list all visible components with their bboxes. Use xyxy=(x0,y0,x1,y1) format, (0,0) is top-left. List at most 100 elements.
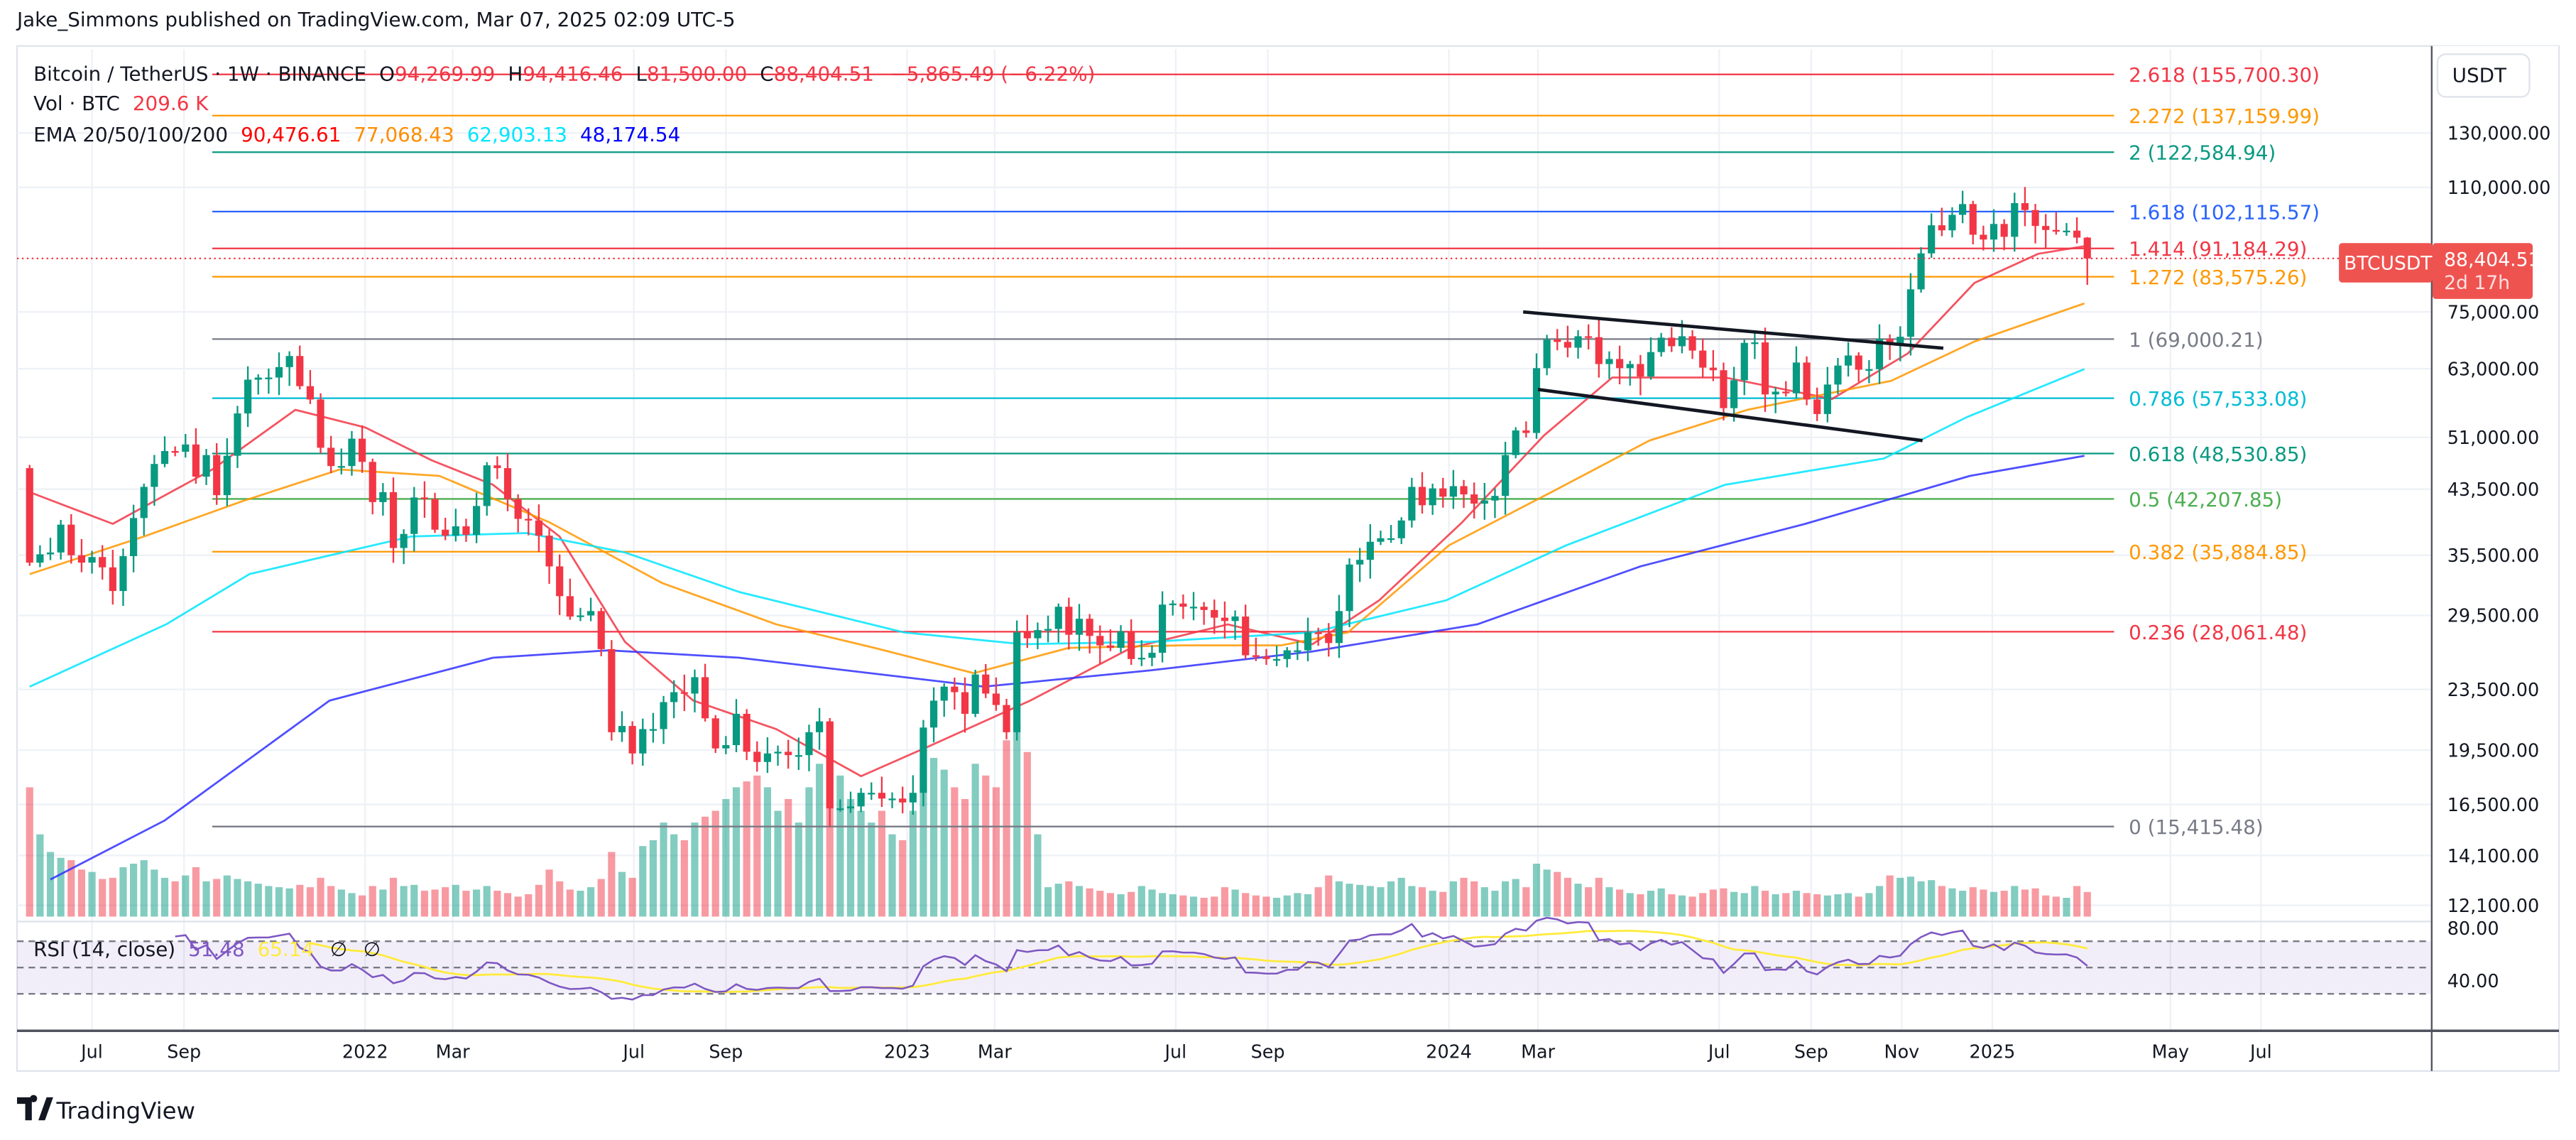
time-label: Mar xyxy=(978,1041,1013,1062)
candle-body xyxy=(1948,215,1956,231)
low-value: 81,500.00 xyxy=(647,62,747,85)
candle-body xyxy=(327,447,335,467)
volume-bar xyxy=(275,887,283,917)
volume-bar xyxy=(1959,891,1967,917)
volume-bar xyxy=(140,860,148,917)
time-label: 2024 xyxy=(1426,1041,1472,1062)
fib-level-label: 0 (15,415.48) xyxy=(2129,815,2263,839)
volume-bar xyxy=(296,884,304,917)
close-label: C xyxy=(760,62,773,85)
candle-body xyxy=(389,492,398,548)
candle-body xyxy=(691,677,699,694)
candle-body xyxy=(431,499,439,530)
candle-body xyxy=(982,674,990,694)
volume-bar xyxy=(1969,887,1977,917)
brand-name: TradingView xyxy=(55,1097,195,1124)
volume-bar xyxy=(1106,893,1115,917)
volume-bar xyxy=(1688,896,1696,917)
rsi-ma-line xyxy=(310,929,2088,994)
volume-bar xyxy=(1439,891,1447,917)
volume-bar xyxy=(556,881,564,917)
price-tick-label: 130,000.00 xyxy=(2447,123,2551,144)
volume-bar xyxy=(577,891,584,917)
candle-body xyxy=(109,567,116,592)
price-axis-bg xyxy=(2431,45,2558,1032)
trendlines[interactable] xyxy=(1522,310,1944,443)
candle-body xyxy=(317,399,324,448)
candle-body xyxy=(119,555,127,592)
volume-bar xyxy=(379,889,387,917)
time-label: Jul xyxy=(1707,1041,1730,1062)
volume-bar xyxy=(88,872,96,917)
volume-bar xyxy=(702,816,709,917)
candle-body xyxy=(171,451,179,453)
volume-bar xyxy=(649,840,657,917)
volume-bar xyxy=(670,834,678,917)
volume-bar xyxy=(337,889,345,917)
candle-body xyxy=(1294,650,1301,652)
candle-body xyxy=(618,726,626,732)
low-label: L xyxy=(636,62,648,85)
volume-bar xyxy=(2063,897,2070,917)
candle-body xyxy=(254,377,262,380)
legend-symbol[interactable]: Bitcoin / TetherUS · 1W · BINANCE xyxy=(33,62,366,85)
volume-bar xyxy=(857,810,865,917)
volume-bar xyxy=(462,891,470,917)
volume-bar xyxy=(2011,886,2019,917)
volume-bar xyxy=(1044,887,1052,917)
volume-bar xyxy=(1772,894,1779,917)
time-axis[interactable]: Jul Sep 2022 Mar Jul Sep 2023 Mar Jul Sep 2024 Mar J… xyxy=(16,1029,2560,1062)
candle-body xyxy=(587,611,595,616)
volume-bar xyxy=(1159,893,1167,917)
candle-body xyxy=(223,455,231,496)
time-label: 2023 xyxy=(884,1041,930,1062)
candle-body xyxy=(930,700,938,728)
high-value: 94,416.46 xyxy=(523,62,623,85)
candle-body xyxy=(1543,340,1551,369)
candle-body xyxy=(1397,520,1405,538)
candle-body xyxy=(296,356,304,386)
volume-bar xyxy=(182,875,190,917)
volume-bar xyxy=(1003,740,1010,917)
volume-bar xyxy=(785,798,792,917)
rsi-value: 51.48 xyxy=(188,938,244,961)
currency-button[interactable] xyxy=(2436,53,2531,98)
candle-series[interactable] xyxy=(26,187,2091,827)
fib-level-label: 0.618 (48,530.85) xyxy=(2129,443,2307,466)
tradingview-logo-icon xyxy=(16,1095,53,1121)
candle-body xyxy=(1792,362,1801,393)
volume-bar xyxy=(868,823,875,917)
volume-bar xyxy=(1845,893,1852,917)
time-label: Jul xyxy=(80,1041,103,1062)
volume-bar xyxy=(67,860,75,917)
volume-bar xyxy=(1304,894,1312,917)
candle-body xyxy=(1751,342,1759,344)
candle-body xyxy=(514,499,522,519)
volume-bar xyxy=(763,787,771,917)
rsi-pane[interactable] xyxy=(16,916,2431,1001)
legend-rsi[interactable]: RSI (14, close) 51.48 65.14 ∅ ∅ xyxy=(33,938,381,961)
tradingview-logo[interactable]: TradingView xyxy=(16,1095,195,1124)
volume-bar xyxy=(26,787,33,917)
legend-volume[interactable]: Vol · BTC 209.6 K xyxy=(33,92,209,115)
candle-body xyxy=(1720,370,1728,408)
time-label: Jul xyxy=(2249,1041,2272,1062)
change-value: −5,865.49 (−6.22%) xyxy=(890,62,1096,85)
volume-bar xyxy=(1906,876,1915,917)
price-axis[interactable]: USDT 130,000.00 110,000.00 75,000.00 63,000… xyxy=(2339,45,2558,1071)
volume-bar xyxy=(1325,875,1333,917)
legend-ema[interactable]: EMA 20/50/100/200 90,476.61 77,068.43 62… xyxy=(33,123,680,146)
candle-body xyxy=(722,745,730,749)
candle-body xyxy=(805,732,813,756)
fib-level-label: 0.236 (28,061.48) xyxy=(2129,621,2307,644)
volume-bar xyxy=(1699,893,1707,917)
candle-body xyxy=(369,462,376,502)
volume-bar xyxy=(452,884,459,917)
candle-body xyxy=(1938,225,1945,231)
candle-body xyxy=(753,751,761,762)
candle-body xyxy=(265,377,273,379)
volume-bar xyxy=(608,852,616,917)
fib-retracement[interactable]: 2.618 (155,700.30) 2.272 (137,159.99) 2 (1… xyxy=(212,63,2320,839)
candle-body xyxy=(1096,636,1104,646)
